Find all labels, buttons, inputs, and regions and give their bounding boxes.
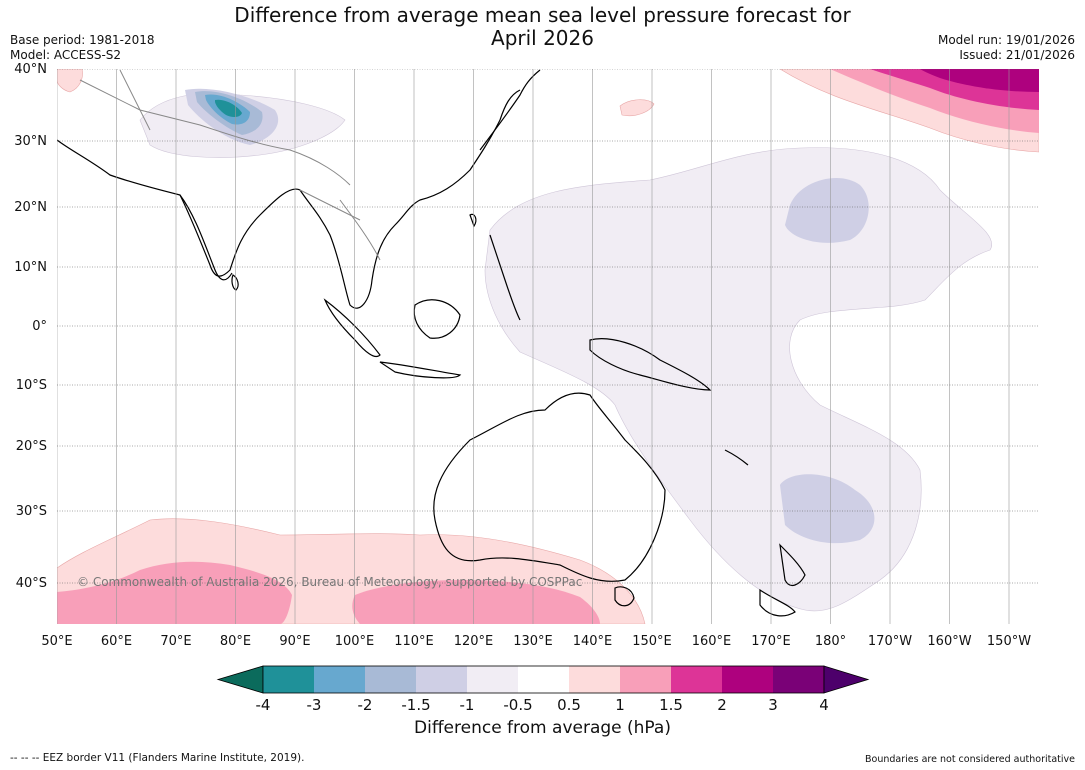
colorbar-tick-label: 4 [819, 696, 829, 714]
longitude-label: 140°E [573, 634, 613, 649]
colorbar-tick-label: 2 [717, 696, 727, 714]
positive-anomaly-small [619, 99, 655, 117]
colorbar-tick-label: -4 [256, 696, 271, 714]
latitude-label: 20°N [14, 200, 47, 215]
colorbar-tick-label: -0.5 [503, 696, 532, 714]
coastline-philippines [489, 234, 521, 321]
longitude-label: 170°E [751, 634, 791, 649]
colorbar-extend-low [216, 665, 264, 694]
coastline-australia [433, 392, 666, 582]
longitude-label: 130°E [513, 634, 553, 649]
positive-anomaly-south-1-left [57, 561, 292, 624]
colorbar-swatch [416, 666, 467, 693]
colorbar-swatch [722, 666, 773, 693]
longitude-label: 90°E [279, 634, 310, 649]
colorbar-swatch [773, 666, 824, 693]
latitude-label: 40°N [14, 62, 47, 77]
colorbar-swatch [671, 666, 722, 693]
colorbar-swatch [518, 666, 569, 693]
coastline-sri-lanka [231, 274, 239, 291]
latitude-label: 10°N [14, 260, 47, 275]
colorbar-swatch [365, 666, 416, 693]
longitude-label: 70°E [160, 634, 191, 649]
colorbar: -4 -3 -2 -1.5 -1 -0.5 0.5 1 1.5 2 3 4 [216, 665, 870, 714]
coastline-java [379, 361, 462, 379]
model-name: Model: ACCESS-S2 [10, 48, 122, 62]
longitude-label: 160°E [692, 634, 732, 649]
title-line-2: April 2026 [491, 26, 594, 50]
longitude-label: 100°E [335, 634, 375, 649]
negative-anomaly-pacific-core-north [785, 177, 869, 243]
latitude-label: 30°N [14, 134, 47, 149]
negative-anomaly-pacific-core-south [780, 474, 875, 544]
positive-anomaly-top-left [57, 69, 83, 93]
colorbar-tick-label: 3 [768, 696, 778, 714]
latitude-label: 0° [32, 319, 47, 334]
base-period: Base period: 1981-2018 [10, 33, 155, 47]
longitude-label: 150°E [632, 634, 672, 649]
latitude-label: 10°S [16, 378, 47, 393]
colorbar-title: Difference from average (hPa) [414, 718, 671, 738]
gridlines [57, 69, 1039, 624]
coastlines [57, 69, 806, 617]
map-area [57, 69, 1039, 624]
colorbar-tick-label: 1 [615, 696, 625, 714]
latitude-label: 30°S [16, 504, 47, 519]
boundary-disclaimer: Boundaries are not considered authoritat… [865, 754, 1075, 765]
colorbar-swatch [263, 666, 314, 693]
latitude-label: 40°S [16, 576, 47, 591]
coastline-japan [479, 69, 541, 151]
colorbar-swatch [314, 666, 365, 693]
longitude-label: 60°E [101, 634, 132, 649]
meta-right: Model run: 19/01/2026 Issued: 21/01/2026 [938, 33, 1075, 63]
colorbar-swatch [569, 666, 620, 693]
coastline-borneo [413, 299, 461, 339]
coastline-new-guinea [589, 338, 712, 391]
longitude-labels: 50°E 60°E 70°E 80°E 90°E 100°E 110°E 120°E 130°E… [41, 634, 1031, 649]
coastline-new-caledonia [724, 449, 749, 466]
colorbar-tick-label: 1.5 [659, 696, 683, 714]
colorbar-tick-label: 0.5 [557, 696, 581, 714]
colorbar-tick-label: -1.5 [401, 696, 430, 714]
colorbar-extend-high [823, 665, 870, 694]
longitude-label: 180° [815, 634, 846, 649]
title-line-1: Difference from average mean sea level p… [234, 3, 851, 27]
colorbar-tick-label: -1 [460, 696, 475, 714]
eez-legend: -- -- -- EEZ border V11 (Flanders Marine… [10, 752, 305, 764]
coastline-nz-south [759, 588, 796, 617]
anomaly-contours [57, 69, 1039, 624]
issued-date: Issued: 21/01/2026 [959, 48, 1075, 62]
colorbar-swatch [467, 666, 518, 693]
longitude-label: 80°E [220, 634, 251, 649]
coastline-asia [57, 89, 521, 309]
meta-left: Base period: 1981-2018 Model: ACCESS-S2 [10, 33, 155, 63]
coastline-taiwan [469, 213, 477, 228]
longitude-label: 110°E [394, 634, 434, 649]
longitude-label: 160°W [927, 634, 971, 649]
coastline-india [179, 194, 233, 281]
model-run: Model run: 19/01/2026 [937, 33, 1075, 47]
longitude-label: 120°E [454, 634, 494, 649]
latitude-labels: 40°N 30°N 20°N 10°N 0° 10°S 20°S 30°S 40°S [14, 62, 47, 591]
colorbar-tick-label: -3 [307, 696, 322, 714]
chart-title: Difference from average mean sea level p… [0, 4, 1085, 50]
longitude-label: 150°W [987, 634, 1031, 649]
coastline-tasmania [614, 586, 635, 607]
longitude-label: 50°E [41, 634, 72, 649]
coastline-nz-north [779, 543, 806, 587]
latitude-label: 20°S [16, 439, 47, 454]
negative-anomaly-pacific [484, 147, 993, 612]
colorbar-swatch [620, 666, 671, 693]
coastline-sumatra [323, 298, 381, 358]
longitude-label: 170°W [868, 634, 912, 649]
copyright-text: © Commonwealth of Australia 2026, Bureau… [77, 575, 582, 589]
colorbar-tick-label: -2 [358, 696, 373, 714]
